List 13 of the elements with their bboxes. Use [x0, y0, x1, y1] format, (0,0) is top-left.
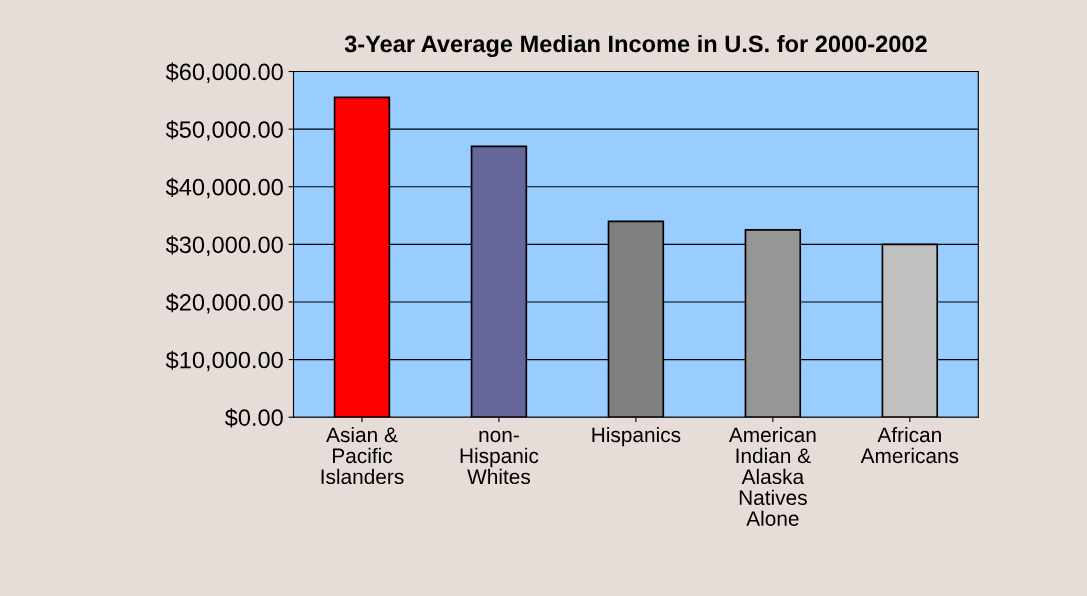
y-tick-label: $30,000.00	[165, 235, 283, 256]
x-tick-label: non- Hispanic Whites	[460, 430, 539, 485]
y-tick-label: $60,000.00	[165, 62, 283, 84]
x-tick-label: American Indian & Alaska Natives Alone	[728, 426, 816, 526]
y-tick-label: $40,000.00	[165, 177, 283, 199]
y-tick-label: $0.00	[224, 408, 283, 428]
x-tick-label: Asian & Pacific Islanders	[321, 426, 404, 485]
y-tick-label: $50,000.00	[165, 120, 283, 141]
x-tick-label: African Americans	[860, 426, 959, 464]
x-tick-label: Hispanics	[592, 426, 681, 447]
y-tick-label: $20,000.00	[165, 293, 283, 314]
chart-title: 3-Year Average Median Income in U.S. for 2000-2002	[344, 34, 927, 58]
y-tick-label: $10,000.00	[165, 350, 283, 372]
